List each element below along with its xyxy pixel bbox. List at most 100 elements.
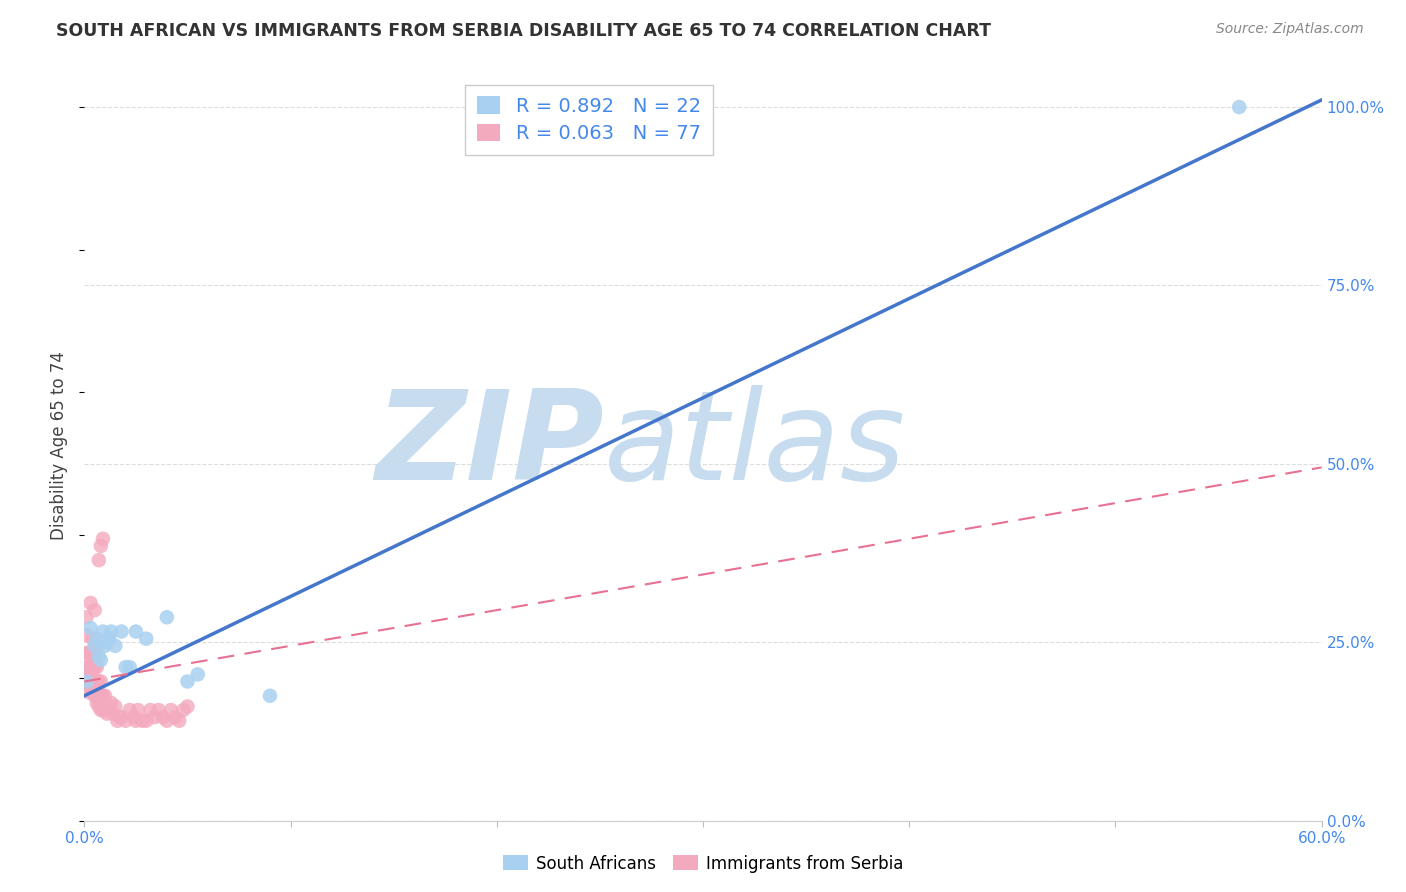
Point — [98, 699, 121, 714]
Point — [1227, 100, 1250, 114]
Point — [82, 632, 104, 646]
Point — [90, 653, 112, 667]
Point — [87, 674, 110, 689]
Point — [108, 710, 131, 724]
Point — [82, 660, 104, 674]
Point — [80, 667, 103, 681]
Y-axis label: Disability Age 65 to 74: Disability Age 65 to 74 — [51, 351, 69, 541]
Point — [105, 714, 128, 728]
Point — [156, 714, 179, 728]
Point — [114, 714, 136, 728]
Point — [110, 710, 132, 724]
Point — [75, 674, 97, 689]
Point — [83, 660, 105, 674]
Point — [75, 664, 97, 678]
Point — [100, 696, 122, 710]
Point — [176, 699, 198, 714]
Point — [259, 689, 281, 703]
Point — [90, 674, 112, 689]
Point — [87, 649, 110, 664]
Point — [187, 667, 209, 681]
Point — [79, 621, 101, 635]
Point — [77, 674, 100, 689]
Point — [82, 646, 104, 660]
Point — [91, 689, 114, 703]
Point — [82, 685, 104, 699]
Point — [79, 681, 101, 696]
Point — [96, 706, 118, 721]
Point — [76, 660, 98, 674]
Point — [143, 710, 166, 724]
Point — [118, 703, 141, 717]
Point — [94, 703, 117, 717]
Point — [110, 624, 132, 639]
Point — [90, 539, 112, 553]
Point — [94, 689, 117, 703]
Point — [91, 532, 114, 546]
Point — [176, 674, 198, 689]
Point — [86, 660, 108, 674]
Point — [75, 628, 97, 642]
Point — [160, 703, 183, 717]
Point — [91, 624, 114, 639]
Point — [122, 710, 145, 724]
Point — [75, 610, 97, 624]
Point — [103, 706, 125, 721]
Point — [127, 703, 149, 717]
Point — [100, 624, 122, 639]
Text: Source: ZipAtlas.com: Source: ZipAtlas.com — [1216, 22, 1364, 37]
Point — [86, 639, 108, 653]
Legend: South Africans, Immigrants from Serbia: South Africans, Immigrants from Serbia — [496, 848, 910, 880]
Point — [104, 639, 127, 653]
Point — [98, 632, 121, 646]
Point — [118, 660, 141, 674]
Point — [165, 710, 187, 724]
Point — [125, 714, 148, 728]
Point — [104, 699, 127, 714]
Point — [148, 703, 170, 717]
Point — [90, 689, 112, 703]
Point — [83, 674, 105, 689]
Point — [80, 681, 103, 696]
Point — [83, 639, 105, 653]
Point — [96, 635, 118, 649]
Point — [82, 674, 104, 689]
Point — [86, 674, 108, 689]
Point — [86, 689, 108, 703]
Point — [90, 703, 112, 717]
Point — [83, 603, 105, 617]
Text: atlas: atlas — [605, 385, 905, 507]
Point — [94, 639, 117, 653]
Point — [87, 553, 110, 567]
Point — [79, 674, 101, 689]
Point — [83, 681, 105, 696]
Point — [135, 714, 157, 728]
Point — [91, 703, 114, 717]
Point — [167, 714, 190, 728]
Point — [79, 674, 101, 689]
Point — [75, 660, 97, 674]
Point — [79, 646, 101, 660]
Point — [79, 660, 101, 674]
Point — [87, 689, 110, 703]
Point — [79, 660, 101, 674]
Point — [156, 610, 179, 624]
Point — [86, 632, 108, 646]
Point — [172, 703, 194, 717]
Point — [79, 596, 101, 610]
Point — [135, 632, 157, 646]
Point — [77, 685, 100, 699]
Point — [75, 674, 97, 689]
Point — [75, 646, 97, 660]
Point — [83, 689, 105, 703]
Point — [152, 710, 174, 724]
Text: ZIP: ZIP — [375, 385, 605, 507]
Point — [75, 674, 97, 689]
Point — [131, 714, 153, 728]
Point — [76, 674, 98, 689]
Point — [139, 703, 162, 717]
Text: SOUTH AFRICAN VS IMMIGRANTS FROM SERBIA DISABILITY AGE 65 TO 74 CORRELATION CHAR: SOUTH AFRICAN VS IMMIGRANTS FROM SERBIA … — [56, 22, 991, 40]
Point — [77, 660, 100, 674]
Legend: R = 0.892   N = 22, R = 0.063   N = 77: R = 0.892 N = 22, R = 0.063 N = 77 — [465, 85, 713, 154]
Point — [83, 674, 105, 689]
